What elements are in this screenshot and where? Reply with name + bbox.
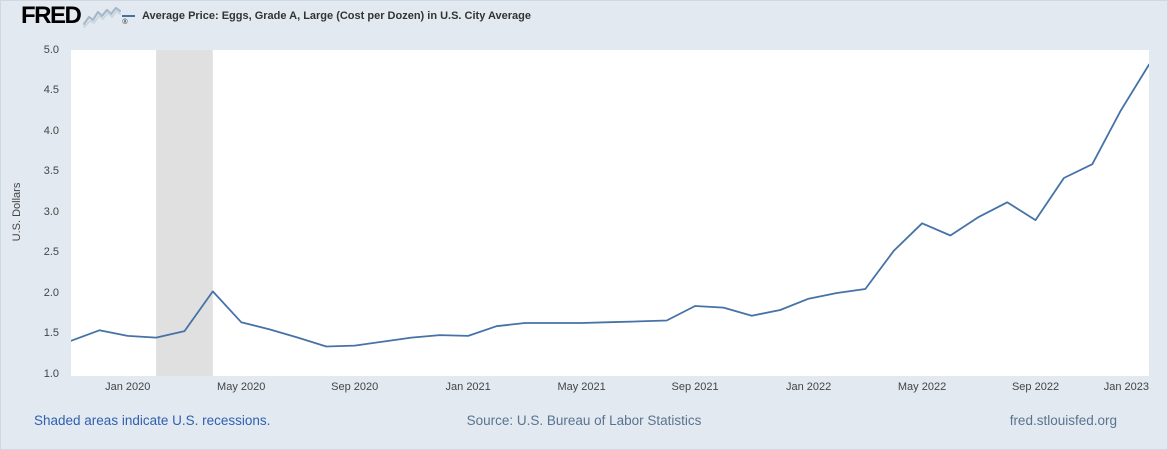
plot-area bbox=[71, 50, 1149, 376]
x-axis-tick-label: Jan 2022 bbox=[785, 381, 832, 393]
y-axis-tick-label: 4.0 bbox=[43, 124, 59, 137]
series-line-marker bbox=[122, 15, 135, 17]
x-axis-tick-label: Sep 2021 bbox=[671, 381, 719, 393]
x-axis-tick-label: Jan 2020 bbox=[105, 381, 151, 393]
recession-note-link[interactable]: Shaded areas indicate U.S. recessions. bbox=[34, 413, 271, 428]
x-axis-tick-label: May 2020 bbox=[217, 381, 266, 393]
y-axis-tick-label: 5.0 bbox=[43, 43, 59, 56]
y-axis-tick-label: 1.5 bbox=[43, 327, 59, 339]
fred-logo-squiggle-icon bbox=[83, 6, 122, 28]
x-axis-tick-label: May 2022 bbox=[897, 381, 947, 393]
x-axis-tick-label: May 2021 bbox=[557, 381, 606, 393]
x-axis-tick-label: Sep 2022 bbox=[1011, 381, 1060, 393]
y-axis-tick-label: 3.0 bbox=[43, 205, 59, 218]
series-legend: Average Price: Eggs, Grade A, Large (Cos… bbox=[122, 10, 531, 22]
y-axis-tick-label: 4.5 bbox=[43, 84, 59, 96]
price-line-chart bbox=[71, 50, 1149, 376]
y-axis-tick-label: 2.5 bbox=[43, 246, 59, 258]
y-axis-tick-label: 3.5 bbox=[43, 165, 59, 177]
x-axis-tick-label: Sep 2020 bbox=[331, 381, 379, 393]
x-axis-tick-label: Jan 2021 bbox=[445, 381, 491, 393]
source-note: Source: U.S. Bureau of Labor Statistics bbox=[466, 413, 702, 428]
registered-trademark: ® bbox=[122, 19, 128, 26]
fred-logo-text: FRED bbox=[21, 2, 82, 29]
y-axis-tick-label: 1.0 bbox=[43, 367, 59, 380]
price-series-line bbox=[71, 63, 1149, 348]
recession-band bbox=[156, 50, 213, 376]
fred-site-link[interactable]: fred.stlouisfed.org bbox=[1009, 413, 1117, 428]
series-legend-label: Average Price: Eggs, Grade A, Large (Cos… bbox=[142, 10, 531, 22]
fred-logo[interactable]: FRED ® bbox=[21, 2, 128, 29]
x-axis-tick-label: Jan 2023 bbox=[1103, 381, 1149, 393]
y-axis-tick-label: 2.0 bbox=[43, 286, 59, 299]
